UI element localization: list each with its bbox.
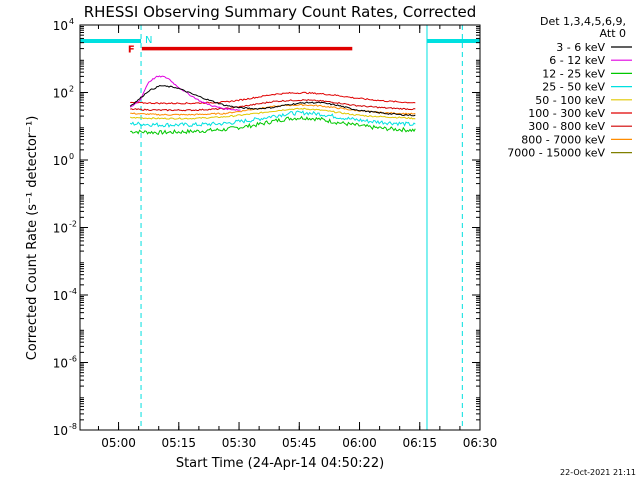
y-tick-exponent: -2 — [69, 220, 77, 229]
y-tick-exponent: -4 — [69, 287, 77, 296]
y-tick-exponent: -8 — [69, 422, 77, 431]
y-tick-label: 10 — [53, 424, 68, 438]
flare-flag-label: F — [128, 45, 135, 56]
legend-label: 300 - 800 keV — [528, 120, 605, 133]
y-tick-label: 10 — [53, 357, 68, 371]
series-line-800-7000kev — [130, 103, 416, 116]
series-line-100-300kev — [130, 91, 416, 105]
legend-label: 100 - 300 keV — [528, 107, 605, 120]
x-tick-label: 05:00 — [101, 436, 136, 450]
footer-timestamp: 22-Oct-2021 21:11 — [560, 468, 636, 477]
series-line-3-6kev — [129, 84, 416, 117]
axes-frame — [79, 24, 481, 431]
y-axis-label: Corrected Count Rate (s⁻¹ detector⁻¹) — [25, 116, 40, 361]
x-tick-label: 05:15 — [161, 436, 196, 450]
night-marker-label: N — [145, 35, 152, 46]
chart-title: RHESSI Observing Summary Count Rates, Co… — [84, 3, 477, 21]
series-line-300-800kev — [130, 99, 416, 112]
x-tick-label: 06:30 — [463, 436, 498, 450]
legend-header-line: Det 1,3,4,5,6,9, — [540, 15, 626, 28]
y-tick-label: 10 — [53, 222, 68, 236]
legend-label: 6 - 12 keV — [549, 54, 605, 67]
y-tick-label: 10 — [53, 87, 68, 101]
y-tick-label: 10 — [53, 19, 68, 33]
y-tick-exponent: 2 — [69, 85, 74, 94]
legend-label: 3 - 6 keV — [556, 41, 605, 54]
x-tick-label: 06:00 — [342, 436, 377, 450]
x-tick-label: 05:30 — [222, 436, 257, 450]
x-tick-label: 05:45 — [282, 436, 317, 450]
series-line-12-25kev — [130, 115, 416, 135]
legend-label: 800 - 7000 keV — [521, 133, 605, 146]
y-tick-label: 10 — [53, 154, 68, 168]
legend-label: 25 - 50 keV — [542, 81, 605, 94]
legend-label: 50 - 100 keV — [535, 94, 605, 107]
y-tick-label: 10 — [53, 289, 68, 303]
y-tick-exponent: -6 — [69, 355, 77, 364]
series-line-50-100kev — [129, 107, 416, 120]
legend-label: 7000 - 15000 keV — [507, 147, 605, 160]
series-line-25-50kev — [129, 110, 416, 128]
x-tick-label: 06:15 — [402, 436, 437, 450]
legend-label: 12 - 25 keV — [542, 67, 605, 80]
x-axis-label: Start Time (24-Apr-14 04:50:22) — [176, 456, 384, 471]
y-tick-exponent: 4 — [69, 17, 74, 26]
legend-header-line: Att 0 — [600, 27, 626, 40]
y-tick-exponent: 0 — [69, 152, 74, 161]
